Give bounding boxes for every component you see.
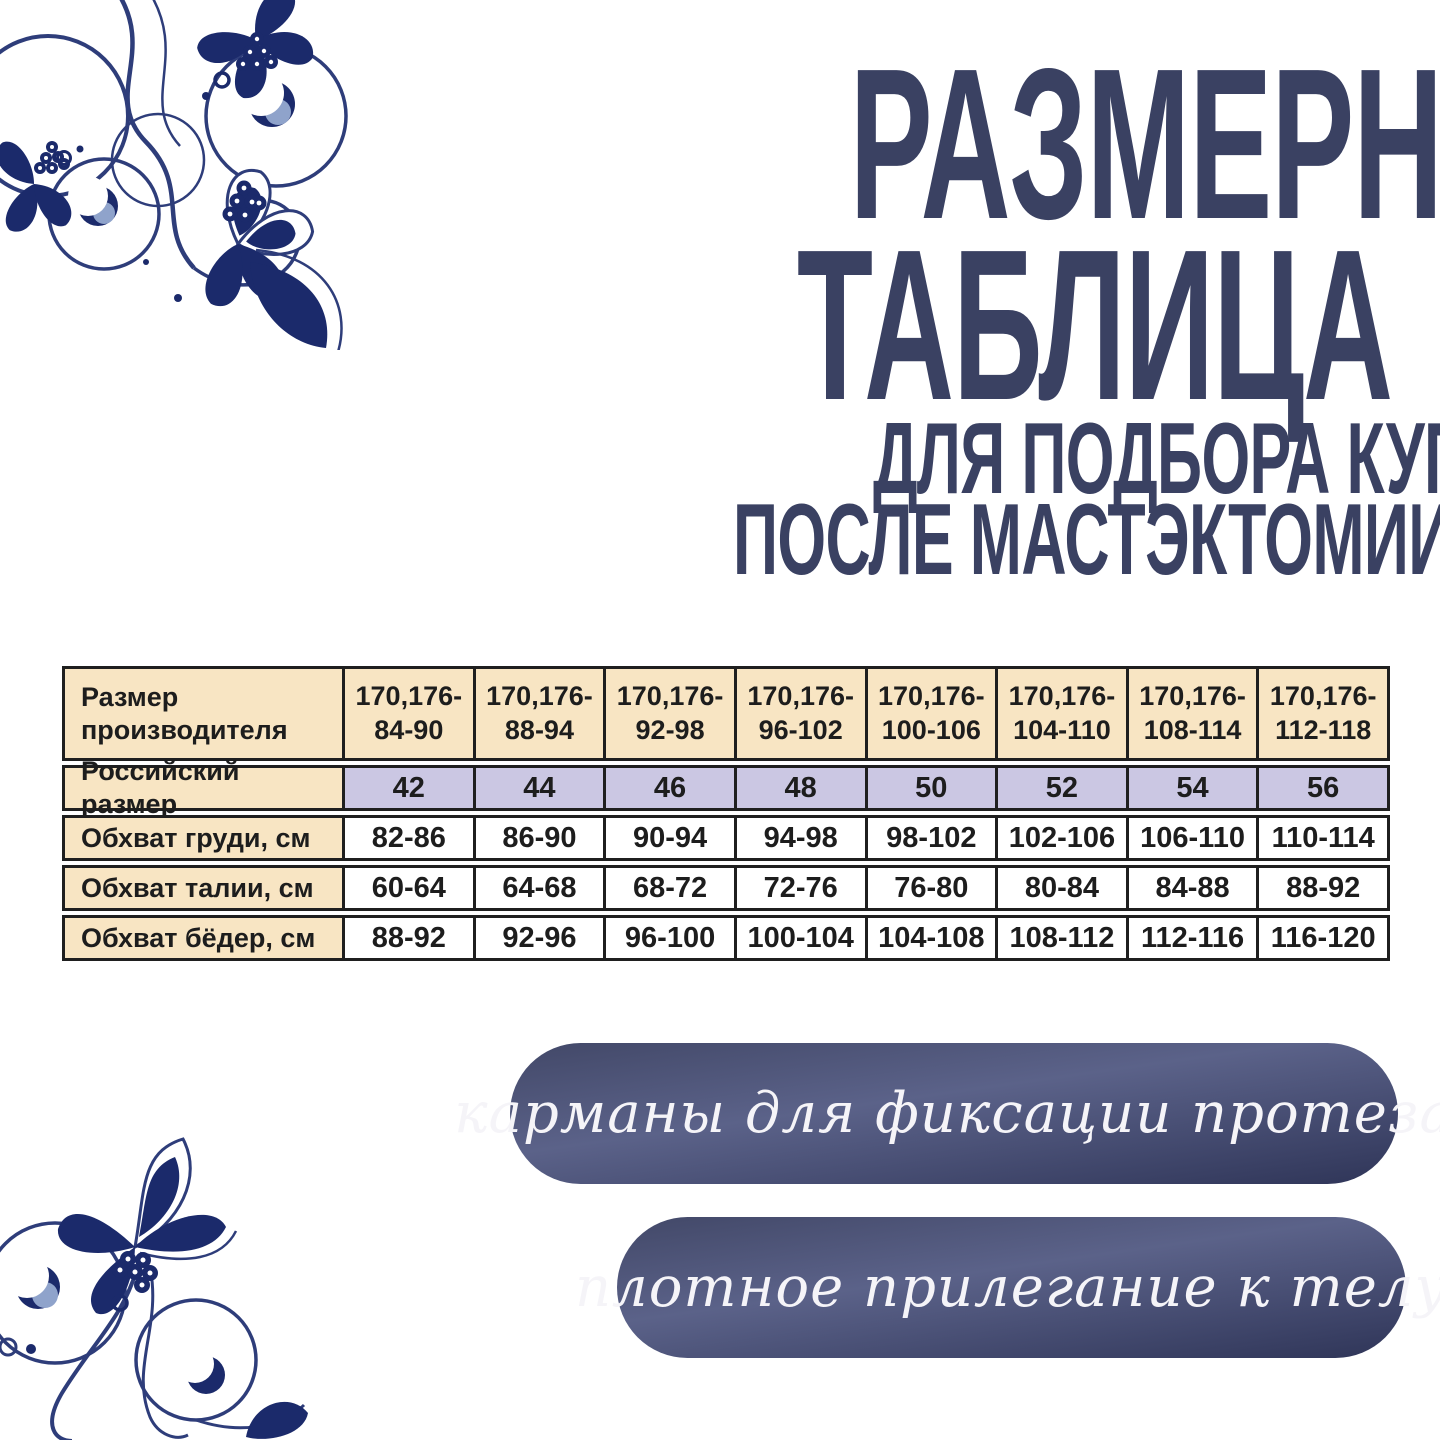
- size-value-cell: 100-104: [736, 915, 868, 961]
- size-value-cell: 96-100: [606, 915, 737, 961]
- size-value-cell: 46: [606, 765, 737, 811]
- title-line-1: РАЗМЕРНАЯ: [849, 23, 1440, 264]
- table-row-russian-size: Российский размер 42 44 46 48 50 52 54 5…: [62, 756, 1390, 819]
- feature-badge-prosthesis-pockets: карманы для фиксации протеза: [454, 1043, 1440, 1184]
- size-value-cell: 50: [867, 765, 999, 811]
- row-label: Обхват талии, см: [62, 865, 345, 911]
- size-table: Размер производителя 170,176- 84-90 170,…: [62, 666, 1390, 965]
- manufacturer-size-bottom: 104-110: [1013, 714, 1111, 745]
- table-row-chest: Обхват груди, см 82-86 86-90 90-94 94-98…: [62, 815, 1390, 861]
- manufacturer-size-bottom: 100-106: [881, 714, 981, 745]
- size-value-cell: 72-76: [736, 865, 868, 911]
- size-value-cell: 80-84: [998, 865, 1129, 911]
- size-value-cell: 68-72: [606, 865, 737, 911]
- manufacturer-size-bottom: 84-90: [374, 714, 444, 745]
- size-value-cell: 44: [475, 765, 607, 811]
- size-value-cell: 88-92: [1259, 865, 1390, 911]
- size-value-cell: 112-116: [1128, 915, 1260, 961]
- manufacturer-size-bottom: 112-118: [1275, 714, 1372, 745]
- size-value-cell: 48: [736, 765, 868, 811]
- manufacturer-size-cell: 170,176- 104-110: [998, 666, 1129, 761]
- row-label: Российский размер: [62, 756, 345, 819]
- manufacturer-size-cell: 170,176- 84-90: [345, 666, 476, 761]
- manufacturer-size-cell: 170,176- 100-106: [867, 666, 999, 761]
- manufacturer-size-bottom: 88-94: [504, 714, 574, 745]
- size-value-cell: 104-108: [867, 915, 999, 961]
- manufacturer-size-top: 170,176-: [486, 680, 593, 711]
- size-value-cell: 102-106: [998, 815, 1129, 861]
- size-value-cell: 56: [1259, 765, 1390, 811]
- table-header-row: Размер производителя 170,176- 84-90 170,…: [62, 666, 1390, 761]
- size-value-cell: 64-68: [475, 865, 607, 911]
- size-value-cell: 52: [998, 765, 1129, 811]
- manufacturer-size-bottom: 92-98: [635, 714, 705, 745]
- manufacturer-size-top: 170,176-: [355, 680, 463, 711]
- table-row-waist: Обхват талии, см 60-64 64-68 68-72 72-76…: [62, 865, 1390, 911]
- size-value-cell: 90-94: [606, 815, 737, 861]
- title-line-2: ТАБЛИЦА: [796, 203, 1393, 445]
- table-row-hips: Обхват бёдер, см 88-92 92-96 96-100 100-…: [62, 915, 1390, 961]
- manufacturer-size-bottom: 96-102: [758, 714, 843, 745]
- gzhel-ornament-bottom-left-icon: [0, 1137, 308, 1440]
- table-corner-cell: Размер производителя: [62, 666, 345, 761]
- manufacturer-size-top: 170,176-: [616, 680, 724, 711]
- size-value-cell: 60-64: [345, 865, 476, 911]
- page-title: РАЗМЕРНАЯ ТАБЛИЦА: [292, 36, 1440, 445]
- subtitle-line-2: ПОСЛЕ МАСТЭКТОМИИ: [733, 483, 1440, 596]
- page-subtitle: ДЛЯ ПОДБОРА КУПАЛЬНИКОВ ПОСЛЕ МАСТЭКТОМИ…: [292, 409, 1440, 591]
- size-value-cell: 42: [345, 765, 476, 811]
- size-value-cell: 54: [1128, 765, 1260, 811]
- size-value-cell: 106-110: [1128, 815, 1260, 861]
- manufacturer-size-top: 170,176-: [878, 680, 985, 711]
- manufacturer-size-top: 170,176-: [747, 680, 854, 711]
- size-value-cell: 84-88: [1128, 865, 1260, 911]
- size-value-cell: 76-80: [867, 865, 999, 911]
- size-value-cell: 94-98: [736, 815, 868, 861]
- subtitle-line-1: ДЛЯ ПОДБОРА КУПАЛЬНИКОВ: [872, 403, 1440, 515]
- size-value-cell: 116-120: [1259, 915, 1390, 961]
- manufacturer-size-top: 170,176-: [1139, 680, 1246, 711]
- size-value-cell: 88-92: [345, 915, 476, 961]
- manufacturer-size-top: 170,176-: [1008, 680, 1116, 711]
- manufacturer-size-cell: 170,176- 112-118: [1259, 666, 1390, 761]
- gzhel-ornament-top-left-icon: [0, 0, 348, 350]
- feature-badge-snug-fit: плотное прилегание к телу: [575, 1217, 1440, 1358]
- size-value-cell: 92-96: [475, 915, 607, 961]
- manufacturer-size-cell: 170,176- 96-102: [736, 666, 868, 761]
- manufacturer-size-cell: 170,176- 92-98: [606, 666, 737, 761]
- size-value-cell: 108-112: [998, 915, 1129, 961]
- row-label: Обхват бёдер, см: [62, 915, 345, 961]
- manufacturer-size-cell: 170,176- 108-114: [1128, 666, 1260, 761]
- manufacturer-size-bottom: 108-114: [1143, 714, 1242, 745]
- size-value-cell: 82-86: [345, 815, 476, 861]
- size-value-cell: 86-90: [475, 815, 607, 861]
- manufacturer-size-cell: 170,176- 88-94: [475, 666, 607, 761]
- row-label: Обхват груди, см: [62, 815, 345, 861]
- manufacturer-size-top: 170,176-: [1269, 680, 1377, 711]
- size-value-cell: 110-114: [1259, 815, 1390, 861]
- size-value-cell: 98-102: [867, 815, 999, 861]
